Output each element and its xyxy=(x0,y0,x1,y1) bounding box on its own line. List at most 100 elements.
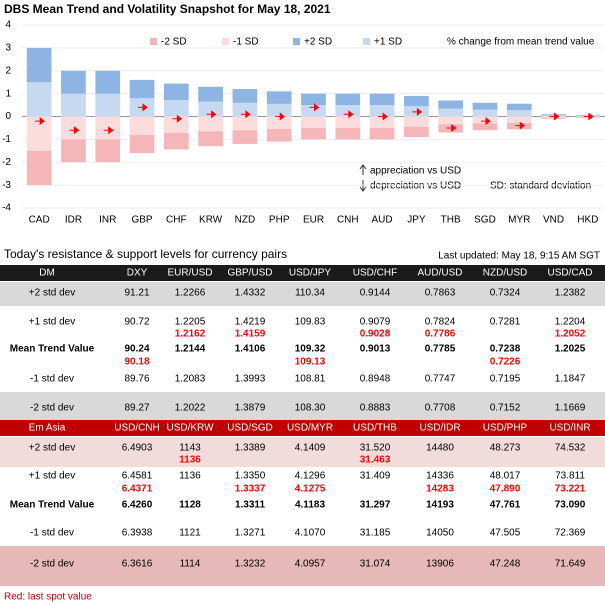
cell: 90.18 xyxy=(124,357,149,368)
spot-marker xyxy=(275,112,286,121)
column-header: USD/INR xyxy=(549,423,590,434)
legend-swatch xyxy=(222,38,229,45)
spot-marker xyxy=(172,114,183,123)
cell: 31.297 xyxy=(360,500,391,511)
bar-segment xyxy=(335,93,361,106)
x-tick-label: KRW xyxy=(199,215,223,226)
bar-segment xyxy=(95,70,121,94)
cell: 1.3389 xyxy=(235,443,266,454)
cell: 13906 xyxy=(426,559,454,570)
cell: 0.7324 xyxy=(490,288,521,299)
column-header: EUR/USD xyxy=(167,268,212,279)
bar-segment xyxy=(198,131,223,147)
cell: 1.4332 xyxy=(235,288,266,299)
bar-segment xyxy=(129,116,155,135)
table-header-bg xyxy=(0,265,605,281)
column-header: USD/JPY xyxy=(289,268,332,279)
spot-marker xyxy=(480,117,491,126)
column-header: DM xyxy=(39,268,55,279)
bar-segment xyxy=(335,116,361,128)
bar-segment xyxy=(404,126,429,138)
bar-segment xyxy=(301,105,326,117)
column-header: NZD/USD xyxy=(483,268,527,279)
column-header: USD/CNH xyxy=(114,423,160,434)
cell: 1.3993 xyxy=(235,374,266,385)
cell: 47.890 xyxy=(490,484,521,495)
spot-marker xyxy=(240,110,251,119)
legend-label: +1 SD xyxy=(374,37,402,48)
legend-swatch xyxy=(293,38,300,45)
bar-segment xyxy=(198,116,223,132)
bar-segment xyxy=(163,100,189,117)
bar-segment xyxy=(472,109,498,117)
bar-segment xyxy=(163,132,189,150)
cell: 1.2052 xyxy=(555,329,586,340)
cell: 4.1409 xyxy=(295,443,326,454)
bar-segment xyxy=(369,127,395,140)
y-tick-label: 4 xyxy=(5,20,11,31)
cell: 1.4106 xyxy=(235,344,266,355)
row-label: Mean Trend Value xyxy=(10,500,95,511)
bar-segment xyxy=(61,70,86,94)
cell: 1.2205 xyxy=(175,317,206,328)
cell: 73.221 xyxy=(555,484,586,495)
cell: 14336 xyxy=(426,471,454,482)
cell: 0.9028 xyxy=(360,329,391,340)
bar-segment xyxy=(61,93,86,117)
bar-segment xyxy=(369,105,395,117)
cell: 73.090 xyxy=(555,500,586,511)
bar-segment xyxy=(61,139,86,163)
y-tick-label: -3 xyxy=(2,180,11,191)
x-tick-label: AUD xyxy=(372,215,393,226)
cell: 1128 xyxy=(179,500,201,511)
bar-segment xyxy=(26,116,52,151)
cell: 74.532 xyxy=(555,443,586,454)
row-band xyxy=(0,437,605,467)
legend-swatch xyxy=(363,38,370,45)
x-tick-label: INR xyxy=(99,215,116,226)
cell: 0.9013 xyxy=(360,344,391,355)
row-band xyxy=(0,282,605,306)
column-header: AUD/USD xyxy=(417,268,462,279)
cell: 0.7747 xyxy=(425,374,456,385)
bar-segment xyxy=(438,108,464,117)
bar-segment xyxy=(266,103,292,117)
cell: 91.21 xyxy=(124,288,149,299)
bar-segment xyxy=(404,106,429,117)
cell: 14193 xyxy=(426,500,454,511)
bar-segment xyxy=(438,116,464,125)
bar-segment xyxy=(26,150,52,186)
cell: 6.4903 xyxy=(122,443,153,454)
cell: 89.76 xyxy=(124,374,149,385)
up-arrow-head xyxy=(359,164,367,170)
bar-segment xyxy=(232,102,258,117)
cell: 109.32 xyxy=(295,344,326,355)
spot-marker xyxy=(309,103,320,112)
y-tick-label: 1 xyxy=(5,88,11,99)
spot-marker xyxy=(515,121,526,130)
column-header: GBP/USD xyxy=(227,268,272,279)
column-header: DXY xyxy=(127,268,148,279)
cell: 1.2022 xyxy=(175,403,206,414)
cell: 1.4219 xyxy=(235,317,266,328)
spot-marker xyxy=(206,110,217,119)
cell: 6.4581 xyxy=(122,471,153,482)
cell: 1.3879 xyxy=(235,403,266,414)
cell: 108.30 xyxy=(295,403,326,414)
spot-marker xyxy=(583,112,594,121)
cell: 1.1847 xyxy=(555,374,586,385)
cell: 14283 xyxy=(426,484,454,495)
cell: 14480 xyxy=(426,443,454,454)
bar-segment xyxy=(232,116,258,131)
bar-segment xyxy=(26,47,52,83)
row-label: +2 std dev xyxy=(29,443,75,454)
cell: 1143 xyxy=(179,443,201,454)
cell: 0.7863 xyxy=(425,288,456,299)
cell: 90.72 xyxy=(124,317,149,328)
cell: 1121 xyxy=(179,528,201,539)
legend-swatch xyxy=(150,38,157,45)
annotation: % change from mean trend value xyxy=(447,37,595,48)
cell: 31.074 xyxy=(360,559,391,570)
bar-segment xyxy=(95,116,121,140)
x-tick-label: HKD xyxy=(577,215,598,226)
